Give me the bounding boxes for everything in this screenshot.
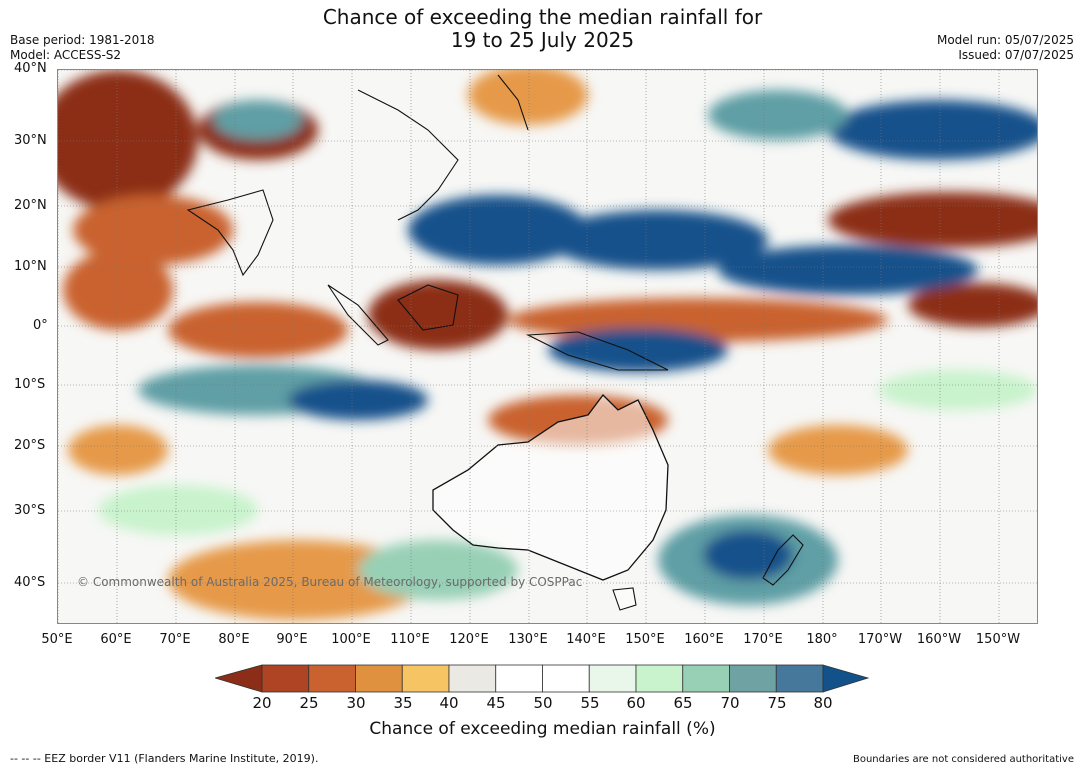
tasmania-coastline — [612, 587, 637, 611]
east-asia-coastline — [357, 89, 459, 221]
lat-label-10s: 10°S — [14, 377, 46, 392]
wet-field-south-indian-green — [98, 485, 258, 535]
lon-label-90e: 90°E — [276, 632, 308, 647]
issued-date: Issued: 07/07/2025 — [958, 48, 1074, 62]
colorbar-segment — [542, 664, 590, 693]
lon-label-120e: 120°E — [449, 632, 489, 647]
colorbar-tick-50: 50 — [533, 694, 553, 712]
colorbar-tick-55: 55 — [580, 694, 600, 712]
map-title-line1: Chance of exceeding the median rainfall … — [322, 5, 763, 29]
lat-label-30n: 30°N — [14, 133, 47, 148]
wet-field-java — [288, 380, 428, 420]
eez-border-note: -- -- -- EEZ border V11 (Flanders Marine… — [10, 752, 319, 765]
colorbar-tick-25: 25 — [299, 694, 319, 712]
lat-label-40n: 40°N — [14, 61, 47, 76]
colorbar-tick-70: 70 — [720, 694, 740, 712]
lon-label-70e: 70°E — [159, 632, 191, 647]
colorbar-segment — [495, 664, 543, 693]
map-gridlines — [58, 70, 1037, 623]
wet-field-new-guinea — [548, 328, 728, 372]
wet-field-south-china-sea — [408, 195, 588, 265]
lon-label-180: 180° — [806, 632, 838, 647]
japan-coastline — [497, 74, 529, 131]
colorbar-tick-20: 20 — [252, 694, 272, 712]
colorbar-segment — [682, 664, 730, 693]
lat-label-30s: 30°S — [14, 503, 46, 518]
dry-field-east-asia — [468, 70, 588, 125]
colorbar-segment — [729, 664, 777, 693]
copyright-notice: © Commonwealth of Australia 2025, Bureau… — [77, 575, 583, 589]
rainfall-probability-map — [57, 69, 1038, 624]
dry-field-madagascar — [68, 425, 168, 475]
lon-label-80e: 80°E — [218, 632, 250, 647]
rainfall-fields — [58, 70, 1037, 620]
lon-label-100e: 100°E — [331, 632, 371, 647]
new-zealand-coastline — [762, 534, 804, 586]
colorbar-segment — [355, 664, 403, 693]
lon-label-160w: 160°W — [916, 632, 962, 647]
colorbar-segment — [401, 664, 450, 693]
lat-label-20n: 20°N — [14, 198, 47, 213]
wet-field-tasman-core — [703, 530, 793, 580]
lat-label-equator: 0° — [33, 318, 48, 333]
colorbar-tick-75: 75 — [767, 694, 787, 712]
lat-label-10n: 10°N — [14, 259, 47, 274]
wet-field-northwest-pacific — [708, 90, 848, 140]
lon-label-160e: 160°E — [684, 632, 724, 647]
model-name: Model: ACCESS-S2 — [10, 48, 122, 62]
lon-label-130e: 130°E — [508, 632, 548, 647]
wet-field-philippine-sea — [548, 210, 768, 270]
wet-field-central-pacific — [718, 245, 978, 295]
lon-label-110e: 110°E — [390, 632, 430, 647]
lat-label-40s: 40°S — [14, 575, 46, 590]
lon-label-140e: 140°E — [566, 632, 606, 647]
map-canvas — [58, 70, 1037, 623]
colorbar-segment — [308, 664, 356, 693]
colorbar-label: Chance of exceeding median rainfall (%) — [369, 719, 716, 739]
dry-field-arabian-sea — [73, 195, 233, 265]
colorbar-segment — [448, 664, 497, 693]
wet-field-south-australia — [358, 540, 518, 600]
colorbar-tick-80: 80 — [813, 694, 833, 712]
lon-label-150w: 150°W — [975, 632, 1021, 647]
colorbar-segment — [635, 664, 684, 693]
dry-field-equatorial-indian — [168, 302, 348, 358]
lon-label-150e: 150°E — [625, 632, 665, 647]
wet-field-himalaya — [213, 100, 303, 140]
dry-field-east-pacific — [908, 283, 1037, 327]
colorbar-segment-above-80 — [822, 664, 870, 693]
sumatra-coastline — [327, 284, 389, 346]
colorbar-segment-below-20 — [215, 664, 263, 693]
australia-coastline — [432, 394, 669, 581]
lon-label-60e: 60°E — [100, 632, 132, 647]
new-guinea-coastline — [525, 331, 669, 371]
dry-field-west-indian-ocean — [63, 250, 173, 330]
colorbar-tick-60: 60 — [626, 694, 646, 712]
model-run: Model run: 05/07/2025 — [936, 33, 1074, 47]
colorbar-segment — [588, 664, 637, 693]
colorbar-tick-30: 30 — [346, 694, 366, 712]
colorbar-tick-35: 35 — [393, 694, 413, 712]
borneo-coastline — [397, 284, 459, 331]
map-title-line2: 19 to 25 July 2025 — [450, 28, 635, 52]
lon-label-50e: 50°E — [41, 632, 73, 647]
dry-field-borneo — [368, 280, 508, 350]
lon-label-170w: 170°W — [857, 632, 903, 647]
lon-label-170e: 170°E — [743, 632, 783, 647]
india-coastline — [186, 189, 274, 277]
boundaries-disclaimer: Boundaries are not considered authoritat… — [852, 754, 1074, 765]
colorbar-tick-45: 45 — [486, 694, 506, 712]
colorbar-tick-65: 65 — [673, 694, 693, 712]
dry-field-south-pacific — [768, 425, 908, 475]
wet-field-south-pacific-green — [878, 370, 1037, 410]
wet-field-north-pacific — [828, 100, 1037, 160]
base-period: Base period: 1981-2018 — [10, 33, 155, 47]
colorbar — [215, 664, 870, 693]
colorbar-segment — [261, 664, 310, 693]
lat-label-20s: 20°S — [14, 438, 46, 453]
colorbar-tick-40: 40 — [439, 694, 459, 712]
dry-field-middle-east — [58, 70, 198, 210]
colorbar-segment — [775, 664, 824, 693]
